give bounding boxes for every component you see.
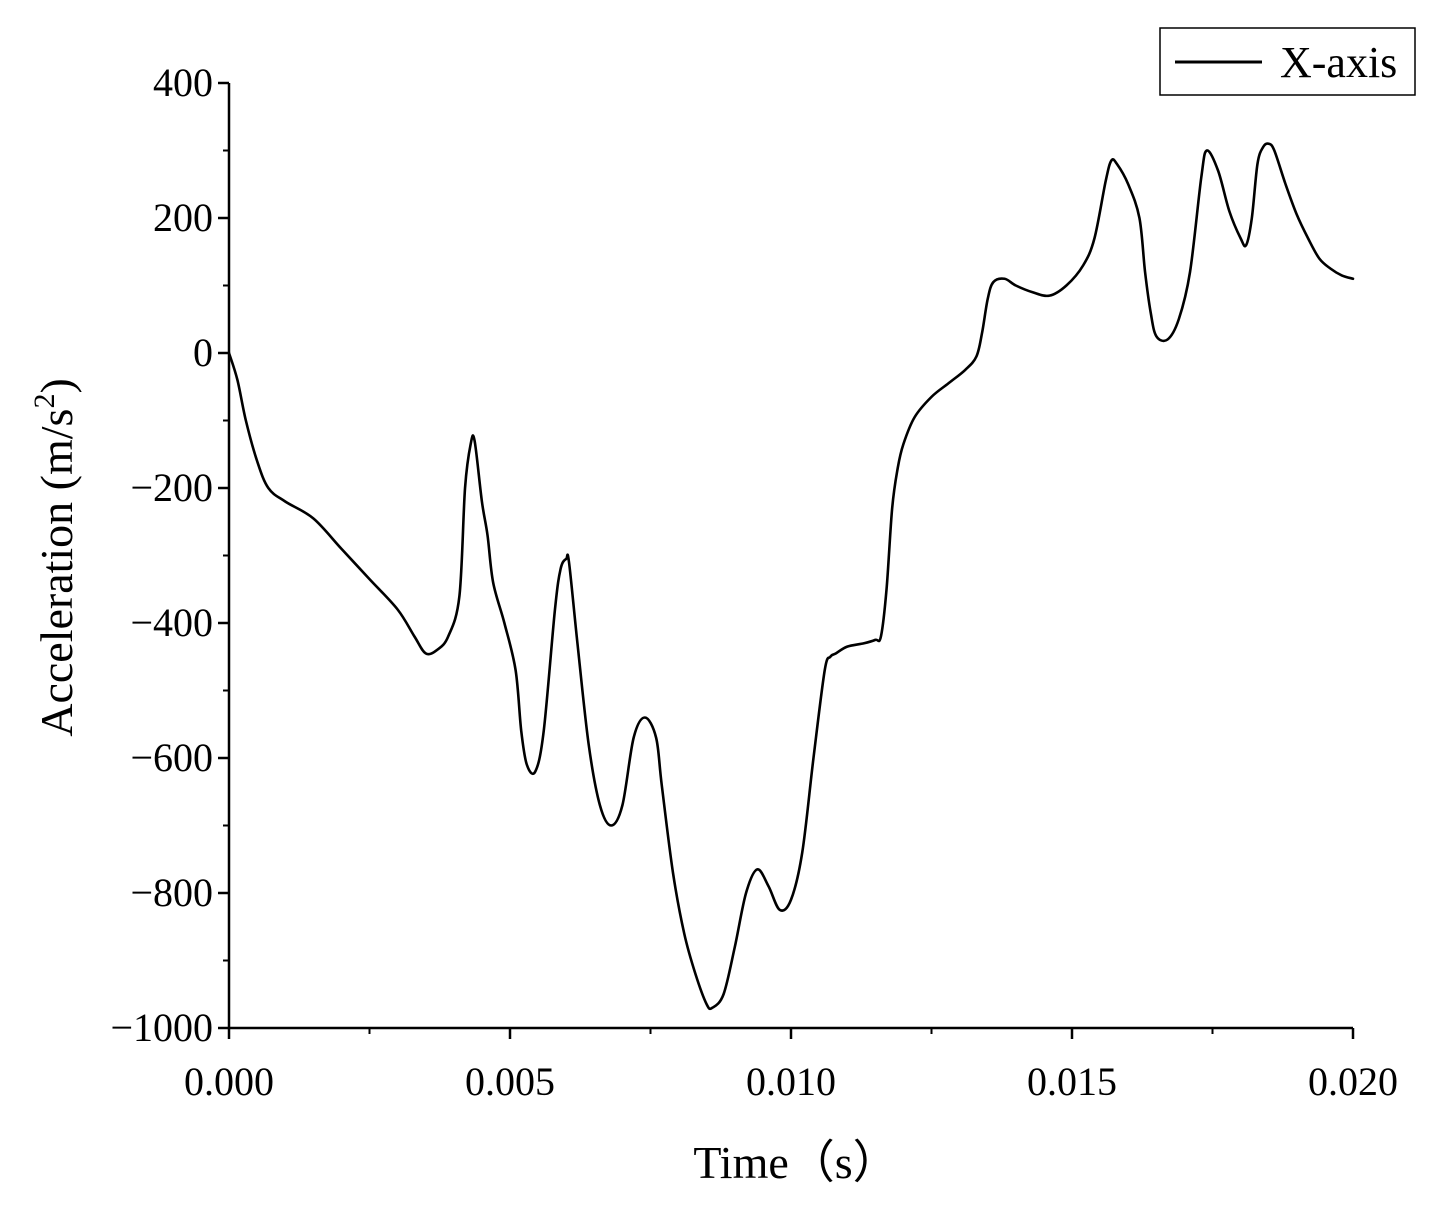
x-axis-title: Time（s） [693,1137,898,1188]
y-tick-label: 400 [153,60,213,105]
y-tick-label: −800 [130,870,213,915]
series-line-x-axis [227,142,1355,1011]
y-tick-label: −400 [130,600,213,645]
y-axis-ticks: −1000 −800 −600 −400 −200 0 200 400 [110,60,229,1050]
y-tick-label: −200 [130,465,213,510]
y-tick-label: −1000 [110,1005,213,1050]
y-tick-label: 0 [193,330,213,375]
legend: X-axis [1159,27,1416,96]
x-tick-label: 0.020 [1308,1059,1398,1104]
series-layer [227,142,1355,1011]
x-tick-label: 0.010 [746,1059,836,1104]
y-axis-title-superscript: 2 [28,394,61,409]
x-tick-label: 0.015 [1027,1059,1117,1104]
y-axis-title-end: ) [31,378,82,393]
y-tick-label: 200 [153,195,213,240]
x-axis-ticks: 0.000 0.005 0.010 0.015 0.020 [184,1028,1398,1104]
y-axis-title: Acceleration (m/s2) [28,378,82,737]
legend-label-x-axis: X-axis [1280,38,1397,87]
y-tick-label: −600 [130,735,213,780]
x-tick-label: 0.000 [184,1059,274,1104]
x-tick-label: 0.005 [465,1059,555,1104]
y-axis-title-main: Acceleration (m/s [31,409,82,737]
